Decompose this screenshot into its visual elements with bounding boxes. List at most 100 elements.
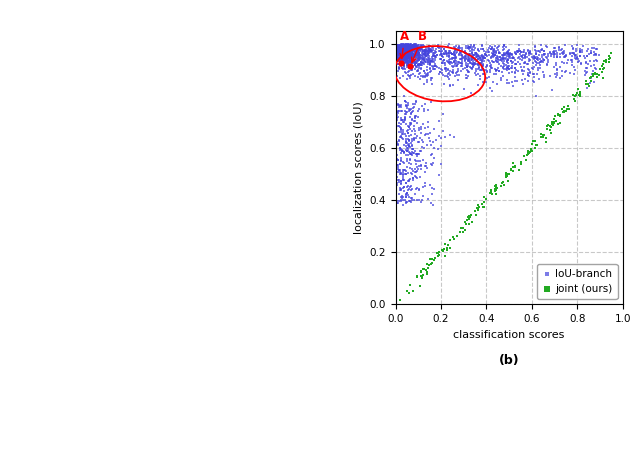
- IoU-branch: [392, 197, 402, 205]
- IoU-branch: [419, 54, 429, 61]
- IoU-branch: [391, 51, 401, 58]
- IoU-branch: [392, 42, 403, 50]
- IoU-branch: [507, 51, 517, 59]
- IoU-branch: [477, 42, 488, 49]
- IoU-branch: [407, 43, 417, 51]
- IoU-branch: [396, 44, 406, 52]
- IoU-branch: [440, 61, 450, 68]
- joint (ours): [530, 137, 540, 145]
- IoU-branch: [406, 62, 417, 70]
- IoU-branch: [391, 45, 401, 53]
- IoU-branch: [419, 67, 429, 75]
- IoU-branch: [514, 42, 524, 49]
- IoU-branch: [395, 46, 405, 54]
- IoU-branch: [429, 185, 439, 193]
- IoU-branch: [555, 74, 565, 81]
- Text: (b): (b): [499, 354, 520, 367]
- IoU-branch: [575, 48, 585, 56]
- IoU-branch: [437, 59, 447, 67]
- IoU-branch: [403, 44, 413, 51]
- IoU-branch: [395, 45, 405, 52]
- IoU-branch: [403, 59, 413, 67]
- IoU-branch: [400, 45, 410, 52]
- IoU-branch: [570, 70, 580, 77]
- IoU-branch: [396, 44, 406, 51]
- IoU-branch: [412, 47, 422, 55]
- IoU-branch: [424, 47, 435, 54]
- IoU-branch: [486, 54, 497, 62]
- IoU-branch: [471, 60, 481, 67]
- joint (ours): [449, 233, 459, 241]
- IoU-branch: [470, 50, 480, 57]
- joint (ours): [575, 92, 585, 100]
- IoU-branch: [430, 52, 440, 59]
- IoU-branch: [436, 45, 446, 52]
- IoU-branch: [401, 46, 411, 54]
- IoU-branch: [403, 50, 413, 58]
- IoU-branch: [532, 53, 542, 61]
- joint (ours): [558, 109, 568, 116]
- IoU-branch: [426, 67, 436, 75]
- IoU-branch: [397, 54, 407, 62]
- IoU-branch: [507, 54, 517, 62]
- IoU-branch: [455, 59, 465, 67]
- joint (ours): [524, 149, 534, 157]
- IoU-branch: [403, 47, 413, 55]
- IoU-branch: [422, 51, 432, 58]
- IoU-branch: [406, 51, 416, 59]
- IoU-branch: [403, 44, 413, 52]
- IoU-branch: [404, 113, 415, 120]
- IoU-branch: [396, 177, 406, 185]
- IoU-branch: [411, 59, 421, 67]
- joint (ours): [559, 107, 569, 115]
- IoU-branch: [516, 67, 527, 75]
- IoU-branch: [403, 48, 413, 56]
- joint (ours): [572, 90, 582, 97]
- IoU-branch: [422, 78, 432, 86]
- IoU-branch: [412, 46, 422, 54]
- IoU-branch: [417, 46, 427, 53]
- IoU-branch: [397, 45, 407, 52]
- IoU-branch: [428, 56, 438, 63]
- IoU-branch: [452, 77, 463, 84]
- IoU-branch: [399, 44, 410, 51]
- joint (ours): [408, 287, 418, 295]
- IoU-branch: [489, 71, 499, 78]
- IoU-branch: [405, 57, 415, 64]
- IoU-branch: [403, 51, 413, 59]
- IoU-branch: [524, 65, 534, 73]
- IoU-branch: [391, 48, 401, 55]
- IoU-branch: [424, 56, 434, 63]
- IoU-branch: [404, 124, 414, 131]
- joint (ours): [425, 256, 435, 263]
- IoU-branch: [392, 45, 403, 53]
- joint (ours): [443, 242, 453, 249]
- joint (ours): [433, 253, 443, 260]
- IoU-branch: [418, 74, 428, 81]
- IoU-branch: [568, 50, 578, 57]
- IoU-branch: [395, 43, 405, 51]
- joint (ours): [419, 265, 429, 273]
- IoU-branch: [412, 185, 422, 193]
- IoU-branch: [403, 48, 413, 56]
- IoU-branch: [397, 52, 408, 60]
- IoU-branch: [394, 64, 404, 71]
- IoU-branch: [390, 50, 401, 58]
- joint (ours): [463, 213, 474, 221]
- IoU-branch: [503, 56, 513, 64]
- IoU-branch: [402, 41, 412, 49]
- IoU-branch: [406, 44, 417, 52]
- IoU-branch: [449, 50, 459, 58]
- IoU-branch: [498, 51, 508, 59]
- IoU-branch: [401, 46, 411, 54]
- IoU-branch: [490, 51, 500, 59]
- IoU-branch: [424, 60, 435, 67]
- joint (ours): [527, 147, 537, 155]
- IoU-branch: [464, 45, 474, 52]
- IoU-branch: [510, 69, 520, 77]
- joint (ours): [500, 173, 511, 181]
- IoU-branch: [418, 120, 428, 128]
- IoU-branch: [396, 47, 406, 55]
- IoU-branch: [405, 48, 415, 55]
- IoU-branch: [510, 49, 520, 56]
